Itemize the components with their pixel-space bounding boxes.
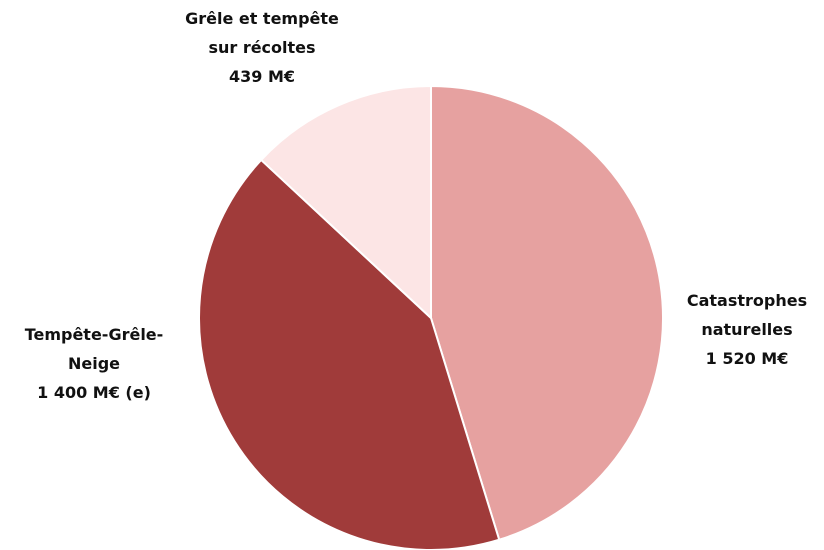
value-label: 1 520 M€ — [705, 349, 789, 368]
slice-label: Catastrophes naturelles 1 520 M€ — [672, 286, 822, 373]
category-label: Grêle et tempête sur récoltes — [185, 9, 339, 57]
category-label: Catastrophes naturelles — [686, 291, 808, 339]
value-label: 1 400 M€ (e) — [37, 383, 151, 402]
slice-label: Tempête-Grêle-Neige 1 400 M€ (e) — [14, 320, 174, 407]
pie-slice — [259, 84, 432, 321]
slice-label: Grêle et tempête sur récoltes 439 M€ — [182, 4, 342, 91]
category-label: Tempête-Grêle-Neige — [24, 325, 164, 373]
value-label: 439 M€ — [228, 67, 296, 86]
pie-slice — [430, 84, 664, 542]
pie-slice — [198, 158, 501, 550]
